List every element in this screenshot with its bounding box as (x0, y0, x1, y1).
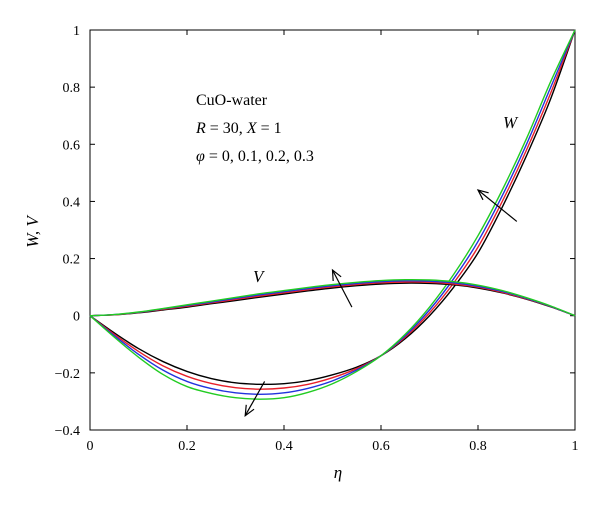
series-w-phi-0_1 (89, 29, 576, 390)
x-tick-label: 1 (572, 439, 579, 454)
series-layer (89, 29, 576, 400)
w-min-phi-arrow (244, 381, 266, 417)
y-axis-label: W, V (23, 214, 42, 248)
series-v-phi-0_3 (89, 278, 576, 317)
w-phi-arrow (476, 189, 518, 222)
plot-frame (89, 29, 576, 431)
y-tick-label: 1 (73, 24, 80, 39)
annotation-phi: φ = 0, 0.1, 0.2, 0.3 (196, 148, 314, 165)
x-tick-label: 0.2 (178, 439, 196, 454)
x-tick-label: 0 (87, 439, 94, 454)
arrow-layer (244, 189, 518, 417)
series-w-phi-0_3 (89, 29, 576, 400)
y-tick-label: 0.2 (63, 253, 81, 268)
annotation-params: R = 30, X = 1 (195, 120, 282, 137)
y-tick-label: 0 (73, 310, 80, 325)
series-label-v: V (253, 267, 266, 286)
x-axis-label: η (334, 463, 342, 482)
y-tick-label: 0.8 (63, 81, 81, 96)
series-w-phi-0_2 (89, 29, 576, 395)
annotation-fluid: CuO-water (196, 92, 268, 109)
series-label-w: W (503, 113, 519, 132)
x-tick-label: 0.4 (275, 439, 293, 454)
y-tick-label: 0.4 (63, 195, 81, 210)
y-tick-label: 0.6 (63, 138, 81, 153)
x-tick-label: 0.6 (372, 439, 390, 454)
y-tick-label: −0.2 (55, 367, 80, 382)
series-w-phi-0 (89, 29, 576, 386)
x-tick-label: 0.8 (469, 439, 487, 454)
y-tick-label: −0.4 (55, 424, 80, 439)
series-v-phi-0 (89, 282, 576, 317)
ticks: 0 0.2 0.4 0.6 0.8 1 −0.4 −0.2 0 0.2 0.4 0.6 0.8 1 (55, 24, 579, 454)
v-phi-arrow (331, 268, 353, 308)
